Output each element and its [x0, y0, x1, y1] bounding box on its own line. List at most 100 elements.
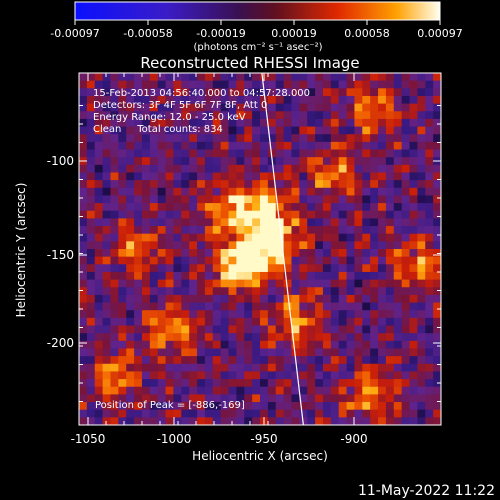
heatmap-cell: [362, 317, 371, 327]
heatmap-cell: [220, 348, 230, 357]
heatmap-cell: [110, 271, 119, 281]
heatmap-cell: [354, 325, 363, 334]
heatmap-cell: [322, 233, 332, 242]
heatmap-cell: [212, 126, 222, 135]
heatmap-cell: [220, 111, 230, 120]
heatmap-cell: [307, 203, 316, 212]
heatmap-cell: [102, 279, 112, 288]
heatmap-cell: [315, 348, 324, 357]
heatmap-cell: [315, 249, 324, 258]
heatmap-cell: [118, 103, 127, 112]
heatmap-cell: [346, 111, 356, 120]
heatmap-cell: [236, 149, 245, 158]
heatmap-cell: [118, 356, 127, 365]
heatmap-cell: [236, 241, 245, 250]
heatmap-cell: [401, 271, 411, 281]
heatmap-cell: [212, 73, 222, 82]
heatmap-cell: [370, 95, 379, 105]
annotation-detectors: Detectors: 3F 4F 5F 6F 7F 8F, Att 0: [93, 100, 267, 111]
heatmap-cell: [354, 180, 363, 189]
heatmap-cell: [409, 111, 418, 120]
heatmap-cell: [197, 417, 206, 425]
heatmap-cell: [228, 417, 237, 425]
heatmap-cell: [134, 210, 143, 219]
heatmap-cell: [307, 317, 316, 327]
heatmap-cell: [291, 256, 300, 265]
heatmap-cell: [362, 264, 371, 273]
heatmap-cell: [149, 149, 159, 158]
heatmap-cell: [181, 310, 190, 319]
heatmap-cell: [197, 210, 206, 219]
heatmap-cell: [260, 371, 269, 380]
heatmap-cell: [385, 409, 395, 418]
heatmap-cell: [204, 256, 214, 265]
heatmap-cell: [149, 218, 159, 227]
heatmap-cell: [409, 172, 418, 181]
heatmap-cell: [315, 226, 324, 235]
heatmap-cell: [165, 402, 175, 411]
heatmap-cell: [354, 210, 363, 219]
heatmap-cell: [291, 210, 300, 219]
heatmap-cell: [260, 134, 269, 143]
heatmap-cell: [378, 348, 387, 357]
heatmap-cell: [79, 409, 88, 418]
heatmap-cell: [252, 95, 261, 105]
heatmap-cell: [283, 386, 293, 395]
heatmap-cell: [110, 118, 119, 128]
heatmap-cell: [236, 88, 245, 97]
heatmap-cell: [433, 394, 441, 403]
heatmap-cell: [275, 126, 285, 135]
heatmap-cell: [346, 394, 356, 403]
heatmap-cell: [401, 386, 411, 395]
heatmap-cell: [291, 103, 300, 112]
heatmap-cell: [252, 241, 261, 250]
heatmap-cell: [322, 73, 332, 82]
heatmap-cell: [86, 141, 96, 151]
heatmap-cell: [126, 310, 135, 319]
heatmap-cell: [157, 111, 167, 120]
heatmap-cell: [197, 149, 206, 158]
heatmap-cell: [425, 394, 434, 403]
heatmap-cell: [79, 233, 88, 242]
heatmap-cell: [173, 134, 182, 143]
heatmap-cell: [173, 80, 182, 89]
heatmap-cell: [102, 340, 112, 350]
heatmap-cell: [189, 287, 198, 296]
heatmap-cell: [291, 157, 300, 166]
heatmap-cell: [244, 95, 253, 105]
heatmap-cell: [322, 371, 332, 380]
heatmap-cell: [362, 210, 371, 219]
heatmap-cell: [173, 287, 182, 296]
heatmap-cell: [330, 95, 340, 105]
heatmap-cell: [134, 310, 143, 319]
heatmap-cell: [141, 317, 151, 327]
heatmap-cell: [385, 310, 395, 319]
heatmap-cell: [267, 363, 277, 373]
heatmap-cell: [110, 417, 119, 425]
heatmap-cell: [385, 226, 395, 235]
heatmap-cell: [126, 379, 135, 388]
x-tick-label-1: -1000: [157, 432, 192, 446]
heatmap-cell: [189, 180, 198, 189]
heatmap-cell: [204, 241, 214, 250]
heatmap-cell: [299, 302, 308, 311]
heatmap-cell: [110, 134, 119, 143]
heatmap-cell: [79, 226, 88, 235]
heatmap-cell: [134, 218, 143, 227]
heatmap-cell: [102, 402, 112, 411]
heatmap-cell: [322, 118, 332, 128]
heatmap-cell: [141, 126, 151, 135]
heatmap-cell: [141, 218, 151, 227]
heatmap-cell: [322, 302, 332, 311]
heatmap-cell: [385, 203, 395, 212]
heatmap-cell: [149, 172, 159, 181]
heatmap-cell: [401, 279, 411, 288]
heatmap-cell: [322, 157, 332, 166]
heatmap-cell: [110, 279, 119, 288]
heatmap-cell: [425, 134, 434, 143]
heatmap-cell: [204, 118, 214, 128]
heatmap-cell: [236, 157, 245, 166]
heatmap-cell: [79, 73, 88, 82]
heatmap-cell: [228, 195, 237, 204]
heatmap-cell: [220, 149, 230, 158]
